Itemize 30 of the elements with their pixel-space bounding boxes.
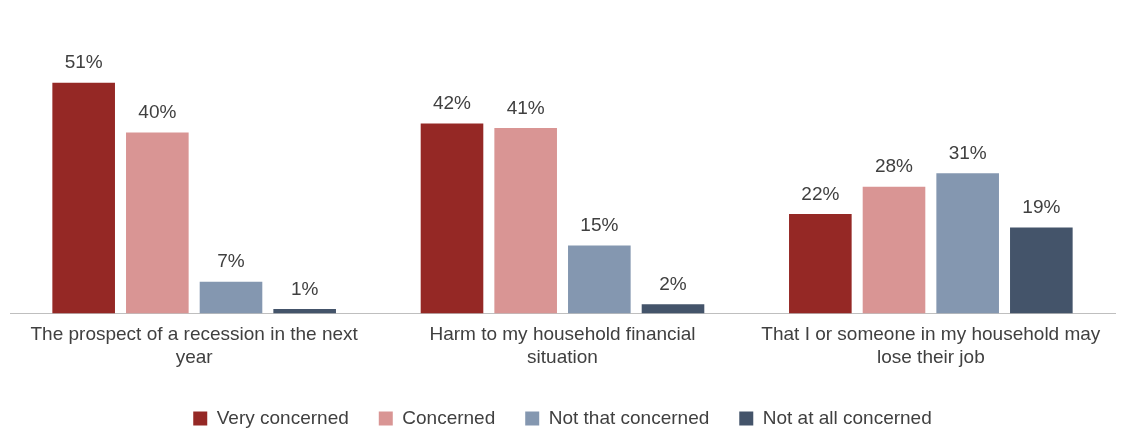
- data-label: 22%: [801, 182, 840, 204]
- legend-label: Not that concerned: [548, 406, 710, 428]
- data-label: 42%: [432, 92, 472, 114]
- data-label: 15%: [580, 214, 619, 236]
- legend-label: Concerned: [402, 406, 496, 428]
- bar: [641, 304, 705, 314]
- data-label: 1%: [290, 277, 319, 299]
- bar: [494, 127, 557, 314]
- data-label: 51%: [64, 51, 103, 73]
- data-label: 19%: [1022, 196, 1061, 218]
- bar: [1010, 227, 1073, 314]
- bar: [126, 132, 189, 314]
- data-label: 2%: [659, 273, 687, 295]
- bar: [936, 173, 999, 314]
- legend-label: Very concerned: [216, 406, 349, 428]
- x-tick-label: The prospect of a recession in the next year: [30, 323, 359, 367]
- data-label: 40%: [138, 101, 177, 123]
- bar: [862, 186, 926, 314]
- bar: [568, 245, 631, 314]
- bar: [420, 123, 484, 314]
- x-tick-label: That I or someone in my household may lose their job: [761, 323, 1101, 367]
- bar: [199, 281, 263, 314]
- x-tick-label: Harm to my household financial situation: [429, 323, 696, 367]
- legend-label: Not at all concerned: [762, 406, 932, 428]
- data-label: 31%: [948, 141, 987, 163]
- data-label: 41%: [506, 96, 545, 118]
- data-label: 7%: [217, 250, 245, 272]
- data-label: 28%: [874, 155, 914, 177]
- bar: [789, 213, 852, 314]
- bar: [52, 82, 115, 314]
